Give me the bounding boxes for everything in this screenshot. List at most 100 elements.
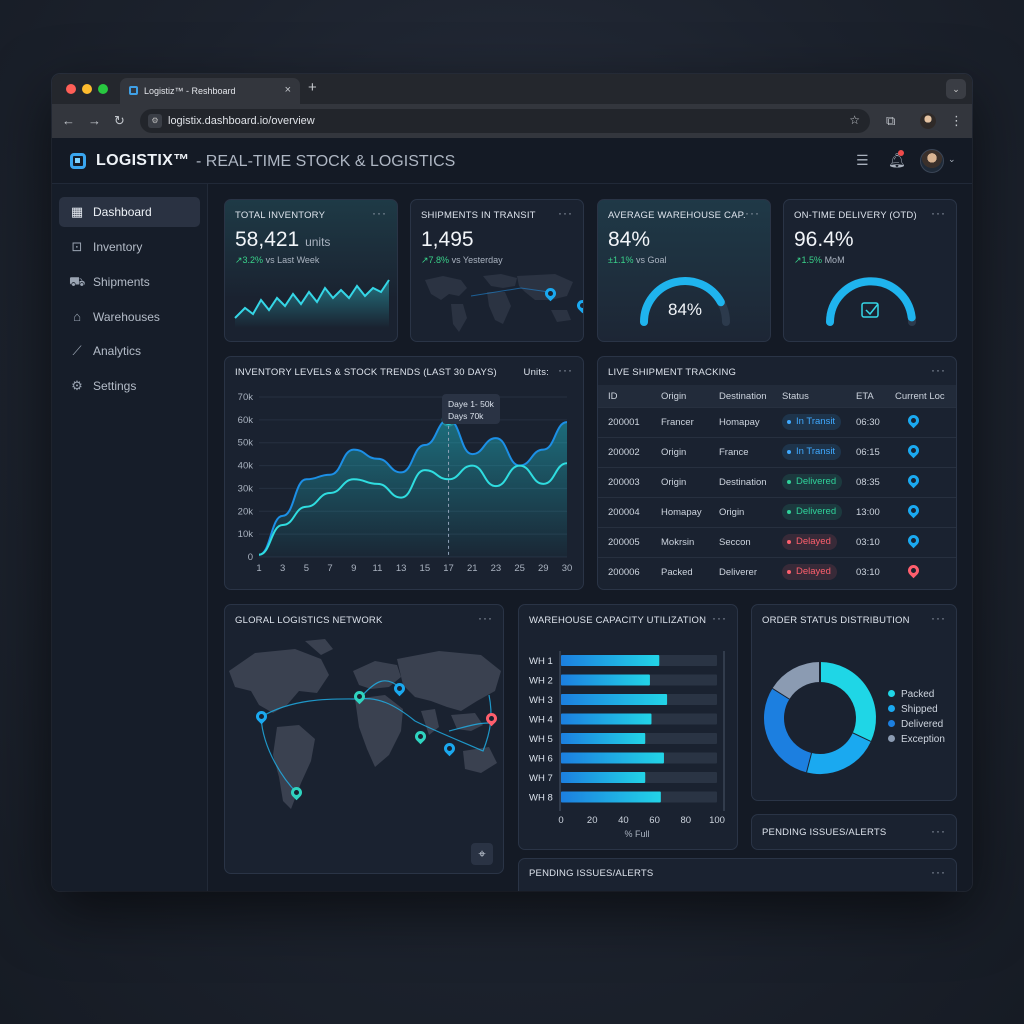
x-tick-label: 9: [351, 563, 356, 574]
grid-icon: ▦: [70, 204, 84, 219]
browser-tab[interactable]: Logistiz™ - Reshboard ×: [120, 78, 300, 104]
table-row[interactable]: 200004 Homapay Origin Delivered 13:00: [598, 497, 956, 527]
x-tick-label: 29: [538, 563, 549, 574]
x-tick-label: 60: [649, 815, 660, 826]
column-header[interactable]: Destination: [719, 391, 767, 402]
new-tab-button[interactable]: +: [308, 79, 317, 96]
user-avatar[interactable]: [920, 149, 944, 173]
y-tick-label: 10k: [238, 529, 254, 540]
kpi-title: ON-TIME DELIVERY (OTD): [794, 210, 917, 221]
sidebar-item-shipments[interactable]: ⛟ Shipments: [59, 267, 200, 297]
sidebar-item-label: Analytics: [93, 344, 142, 358]
close-window-button[interactable]: [66, 84, 76, 94]
box-icon: ⊡: [71, 239, 83, 254]
bookmark-star-icon[interactable]: ☆: [849, 113, 860, 127]
location-pin-icon[interactable]: [905, 502, 922, 519]
status-badge: In Transit: [782, 444, 842, 460]
more-icon[interactable]: ···: [931, 824, 946, 838]
more-icon[interactable]: ···: [931, 206, 946, 220]
donut-slice[interactable]: [806, 732, 871, 774]
x-tick-label: 17: [443, 563, 454, 574]
table-cell: 200005: [608, 537, 640, 548]
table-cell: 03:10: [856, 537, 880, 548]
table-row[interactable]: 200006 Packed Deliverer Delayed 03:10: [598, 557, 956, 587]
more-icon[interactable]: ···: [712, 611, 727, 625]
more-icon[interactable]: ···: [931, 611, 946, 625]
more-icon[interactable]: ···: [931, 363, 946, 377]
location-pin-icon[interactable]: [905, 442, 922, 459]
column-header[interactable]: Status: [782, 391, 809, 402]
bar: [561, 791, 661, 803]
table-row[interactable]: 200005 Mokrsin Seccon Delayed 03:10: [598, 527, 956, 557]
locate-button[interactable]: ⌖: [471, 843, 493, 865]
warehouse-bar-chart: WH 1 WH 2 WH 3 WH 4 WH 5 WH 6 WH 7 WH 8 0 20 40 60 8…: [529, 651, 725, 839]
units-label: Units:: [523, 367, 549, 378]
more-icon[interactable]: ···: [372, 206, 387, 220]
column-header[interactable]: Origin: [661, 391, 687, 402]
gauge-fill: [640, 277, 725, 326]
x-tick-label: 40: [618, 815, 629, 826]
table-row[interactable]: 200002 Origin France In Transit 06:15: [598, 437, 956, 467]
extensions-icon[interactable]: ⧉: [886, 113, 896, 128]
sidebar-item-inventory[interactable]: ⊡ Inventory: [59, 232, 200, 262]
location-pin-icon[interactable]: [905, 562, 922, 579]
tab-close-icon[interactable]: ×: [284, 84, 291, 96]
donut-slice[interactable]: [772, 662, 821, 700]
kpi-value: 96.4%: [794, 228, 854, 251]
x-tick-label: 20: [587, 815, 598, 826]
profile-avatar[interactable]: [920, 113, 936, 129]
more-icon[interactable]: ···: [478, 611, 493, 625]
minimize-window-button[interactable]: [82, 84, 92, 94]
chevron-down-icon[interactable]: ⌄: [948, 154, 956, 164]
tab-search-button[interactable]: ⌄: [946, 79, 966, 99]
column-header[interactable]: ID: [608, 391, 618, 402]
x-tick-label: 13: [396, 563, 407, 574]
otd-gauge: [826, 277, 916, 326]
back-button[interactable]: ←: [62, 113, 75, 128]
kpi-delta: ↗3.2% vs Last Week: [235, 255, 320, 265]
url-bar[interactable]: ⚙ logistix.dashboard.io/overview ☆: [140, 109, 870, 133]
table-cell: Origin: [719, 507, 745, 518]
sidebar-item-analytics[interactable]: ⟋ Analytics: [59, 336, 200, 366]
table-row[interactable]: 200001 Francer Homapay In Transit 06:30: [598, 407, 956, 437]
global-logistics-network-card: GLORAL LOGISTICS NETWORK ···: [224, 604, 504, 874]
tooltip-line: Days 70k: [448, 411, 484, 421]
reload-button[interactable]: ↻: [114, 113, 125, 128]
site-info-icon[interactable]: ⚙: [148, 114, 162, 128]
gauge-fill: [826, 277, 916, 326]
more-icon[interactable]: ···: [745, 206, 760, 220]
sidebar-item-warehouses[interactable]: ⌂ Warehouses: [59, 302, 200, 332]
table-row[interactable]: 200003 Origin Destination Delivered 08:35: [598, 467, 956, 497]
sidebar-item-settings[interactable]: ⚙ Settings: [59, 371, 200, 401]
forward-button[interactable]: →: [88, 113, 101, 128]
legend-swatch: [888, 705, 895, 712]
donut-slice[interactable]: [819, 662, 876, 742]
browser-menu-icon[interactable]: ⋮: [950, 113, 963, 128]
bell-icon[interactable]: 🔔︎: [888, 152, 906, 168]
more-icon[interactable]: ···: [931, 865, 946, 879]
url-text[interactable]: logistix.dashboard.io/overview: [168, 115, 315, 127]
more-icon[interactable]: ···: [558, 363, 573, 377]
browser-window: Logistiz™ - Reshboard × + ⌄ ← → ↻ ⚙ logi…: [52, 74, 972, 891]
more-icon[interactable]: ···: [558, 206, 573, 220]
sidebar-item-label: Warehouses: [93, 310, 160, 324]
column-header[interactable]: Current Loc: [895, 391, 945, 402]
x-axis-label: % Full: [624, 829, 649, 839]
location-pin-icon[interactable]: [905, 532, 922, 549]
donut-slice[interactable]: [764, 688, 812, 773]
bar: [561, 772, 646, 783]
location-pin-icon[interactable]: [905, 412, 922, 429]
location-pin-icon[interactable]: [905, 472, 922, 489]
column-header[interactable]: ETA: [856, 391, 874, 402]
sidebar-item-label: Inventory: [93, 240, 143, 254]
kpi-average-warehouse-capacity: AVERAGE WAREHOUSE CAP. ··· 84% ±1.1% vs …: [597, 199, 771, 342]
category-label: WH 1: [529, 656, 553, 667]
layout-icon[interactable]: ☰: [856, 152, 869, 168]
x-tick-label: 1: [256, 563, 261, 574]
maximize-window-button[interactable]: [98, 84, 108, 94]
legend-swatch: [888, 690, 895, 697]
live-shipment-tracking-card: LIVE SHIPMENT TRACKING ··· ID Origin Des…: [597, 356, 957, 590]
sidebar-item-dashboard[interactable]: ▦ Dashboard: [59, 197, 200, 227]
legend-item: Delivered: [888, 719, 943, 730]
